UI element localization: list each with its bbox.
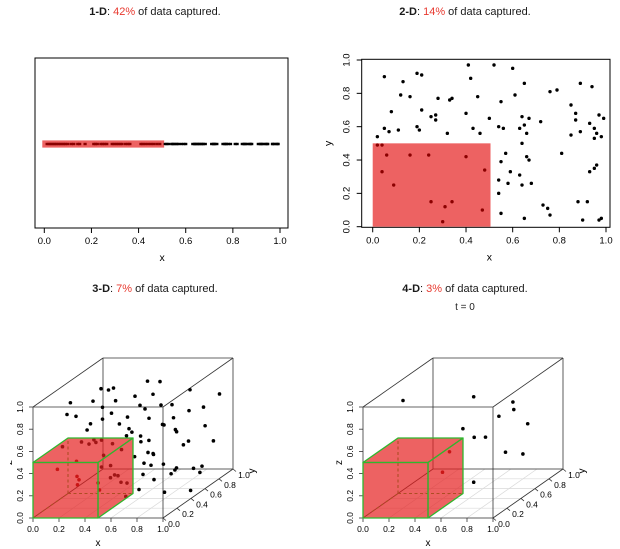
svg-text:0.2: 0.2 <box>342 187 353 200</box>
svg-text:0.4: 0.4 <box>342 153 353 166</box>
panel-1d-title: 1-D: 42% of data captured. <box>0 6 310 18</box>
svg-text:0.6: 0.6 <box>179 236 192 247</box>
svg-text:0.0: 0.0 <box>38 236 51 247</box>
title-sep: : <box>106 6 114 18</box>
svg-text:0.8: 0.8 <box>15 423 25 435</box>
svg-text:1.0: 1.0 <box>599 235 612 246</box>
svg-text:z: z <box>10 460 15 465</box>
svg-text:0.4: 0.4 <box>196 499 208 509</box>
title-rest: of data captured. <box>135 6 221 18</box>
svg-text:0.0: 0.0 <box>342 220 353 233</box>
svg-text:0.2: 0.2 <box>15 490 25 502</box>
title-rest: of data captured. <box>445 6 531 18</box>
svg-text:0.4: 0.4 <box>459 235 472 246</box>
svg-text:0.6: 0.6 <box>435 524 447 534</box>
svg-text:0.6: 0.6 <box>342 120 353 133</box>
svg-text:x: x <box>487 251 493 263</box>
svg-text:0.8: 0.8 <box>226 236 239 247</box>
svg-text:0.6: 0.6 <box>105 524 117 534</box>
title-percent: 7% <box>116 283 133 295</box>
panel-1d: 1-D: 42% of data captured. 0.0 0.2 0.4 0.6 0… <box>0 0 310 275</box>
svg-text:0.0: 0.0 <box>357 524 369 534</box>
plot-4d-scatter: 0.0 0.2 0.4 0.6 0.8 1.0x0.00.20.40.60.81.0z0.… <box>334 357 588 549</box>
svg-text:0.6: 0.6 <box>345 445 355 457</box>
svg-text:1.0: 1.0 <box>342 53 353 66</box>
title-percent: 14% <box>423 6 446 18</box>
title-sep: : <box>420 283 427 295</box>
svg-text:y: y <box>323 140 335 146</box>
svg-text:1.0: 1.0 <box>238 470 250 480</box>
title-percent: 42% <box>113 6 136 18</box>
svg-text:1.0: 1.0 <box>15 401 25 413</box>
svg-text:0.8: 0.8 <box>345 423 355 435</box>
svg-text:0.0: 0.0 <box>27 524 39 534</box>
svg-text:z: z <box>334 460 345 465</box>
svg-text:1.0: 1.0 <box>157 524 169 534</box>
svg-text:x: x <box>96 538 101 549</box>
svg-text:y: y <box>247 469 258 474</box>
svg-text:0.0: 0.0 <box>168 519 180 529</box>
svg-text:0.4: 0.4 <box>526 499 538 509</box>
panel-3d-title: 3-D: 7% of data captured. <box>0 283 310 295</box>
plot-1d-scatter: 0.0 0.2 0.4 0.6 0.8 1.0 x <box>34 57 289 264</box>
svg-text:0.8: 0.8 <box>224 480 236 490</box>
svg-text:0.4: 0.4 <box>15 467 25 479</box>
svg-text:0.2: 0.2 <box>383 524 395 534</box>
svg-text:0.2: 0.2 <box>85 236 98 247</box>
svg-text:0.4: 0.4 <box>345 467 355 479</box>
svg-text:1.0: 1.0 <box>273 236 286 247</box>
svg-text:0.8: 0.8 <box>554 480 566 490</box>
svg-text:0.6: 0.6 <box>540 490 552 500</box>
svg-text:x: x <box>426 538 431 549</box>
svg-text:0.8: 0.8 <box>131 524 143 534</box>
title-sep: : <box>416 6 424 18</box>
svg-text:0.0: 0.0 <box>15 512 25 524</box>
svg-text:1.0: 1.0 <box>568 470 580 480</box>
svg-text:1.0: 1.0 <box>345 401 355 413</box>
svg-text:0.4: 0.4 <box>409 524 421 534</box>
time-annotation: t = 0 <box>455 302 475 313</box>
svg-text:0.2: 0.2 <box>413 235 426 246</box>
svg-text:0.8: 0.8 <box>461 524 473 534</box>
svg-text:0.2: 0.2 <box>345 490 355 502</box>
panel-4d: 4-D: 3% of data captured. t = 0 0.0 0.2 0.… <box>310 275 620 549</box>
svg-text:0.6: 0.6 <box>506 235 519 246</box>
panel-3d: 3-D: 7% of data captured. 0.0 0.2 0.4 0.6 0.… <box>0 275 310 549</box>
svg-text:0.8: 0.8 <box>342 87 353 100</box>
title-sep: : <box>110 283 117 295</box>
svg-text:0.0: 0.0 <box>498 519 510 529</box>
panel-2d-title: 2-D: 14% of data captured. <box>310 6 620 18</box>
svg-text:0.4: 0.4 <box>79 524 91 534</box>
title-rest: of data captured. <box>132 283 218 295</box>
svg-text:0.8: 0.8 <box>553 235 566 246</box>
svg-text:x: x <box>160 252 166 264</box>
svg-text:0.4: 0.4 <box>132 236 145 247</box>
title-percent: 3% <box>426 283 443 295</box>
svg-text:0.2: 0.2 <box>512 509 524 519</box>
title-dim-label: 1-D <box>89 6 107 18</box>
svg-text:0.6: 0.6 <box>15 445 25 457</box>
title-dim-label: 3-D <box>92 283 111 295</box>
svg-text:1.0: 1.0 <box>487 524 499 534</box>
panel-4d-title: 4-D: 3% of data captured. <box>310 283 620 295</box>
svg-text:0.6: 0.6 <box>210 490 222 500</box>
svg-text:0.0: 0.0 <box>345 512 355 524</box>
svg-text:y: y <box>577 469 588 474</box>
plot-2d-scatter: 0.0 0.2 0.4 0.6 0.8 1.0 0.0 0.2 0.4 0.6 0.8 1.0 x y <box>323 53 613 263</box>
title-rest: of data captured. <box>442 283 528 295</box>
title-dim-label: 4-D <box>402 283 421 295</box>
svg-text:0.0: 0.0 <box>366 235 379 246</box>
title-dim-label: 2-D <box>399 6 417 18</box>
svg-text:0.2: 0.2 <box>53 524 65 534</box>
plot-3d-scatter: 0.00.20.40.60.81.0x0.00.20.40.60.81.0z0.… <box>10 357 258 549</box>
svg-text:0.2: 0.2 <box>182 509 194 519</box>
panel-2d: 2-D: 14% of data captured. 0.0 0.2 0.4 0.6 0… <box>310 0 620 275</box>
